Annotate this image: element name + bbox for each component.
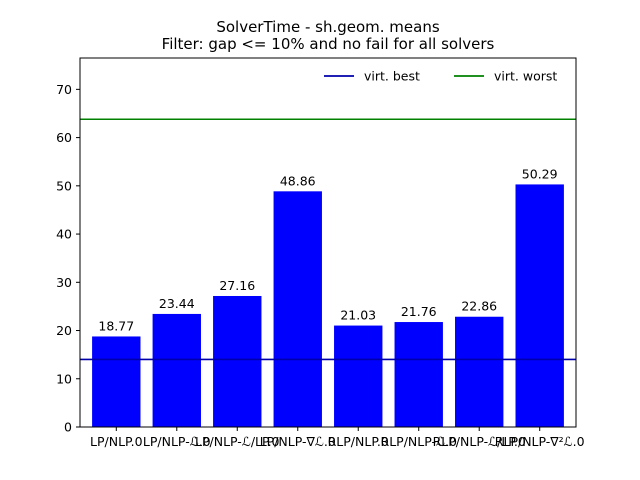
bar-6 [455, 316, 504, 427]
legend-label-1: virt. worst [494, 69, 557, 84]
y-tick-label-0: 0 [64, 420, 72, 435]
x-tick-label-2: LP/NLP-ℒ/LP.0 [195, 434, 280, 449]
bar-5 [394, 322, 443, 427]
y-tick-label-4: 40 [56, 227, 72, 242]
y-tick-label-6: 60 [56, 130, 72, 145]
chart-title: SolverTime - sh.geom. means [216, 18, 440, 36]
x-tick-label-1: LP/NLP-ℒ.0 [143, 434, 211, 449]
data-label-3: 48.86 [280, 173, 316, 188]
data-label-1: 23.44 [159, 296, 195, 311]
x-tick-label-3: LP/NLP-∇ℒ.0 [260, 434, 336, 449]
legend-label-0: virt. best [364, 69, 420, 84]
plot-area: 18.77 23.44 27.16 48.86 21.03 21.76 22.86 50.29… [56, 57, 585, 449]
x-tick-label-4: RLP/NLP.0 [328, 434, 389, 449]
data-label-4: 21.03 [340, 308, 376, 323]
data-label-0: 18.77 [98, 318, 134, 333]
data-label-6: 22.86 [461, 299, 497, 314]
bar-1 [152, 313, 201, 427]
y-tick-label-2: 20 [56, 323, 72, 338]
axes-frame [79, 57, 577, 428]
x-tick-label-0: LP/NLP.0 [90, 434, 143, 449]
x-tick-label-7: RLP/NLP-∇²ℒ.0 [495, 434, 585, 449]
bar-4 [334, 325, 383, 427]
x-tick-label-6: RLP/NLP-ℒ/LP.0 [433, 434, 526, 449]
y-tick-label-1: 10 [56, 371, 72, 386]
data-label-7: 50.29 [522, 166, 558, 181]
bar-3 [273, 191, 322, 427]
bar-7 [515, 184, 564, 427]
x-tick-label-5: RLP/NLP-ℒ.0 [381, 434, 457, 449]
data-label-2: 27.16 [219, 278, 255, 293]
y-tick-label-5: 50 [56, 178, 72, 193]
data-label-5: 21.76 [401, 304, 437, 319]
y-tick-label-7: 70 [56, 82, 72, 97]
bar-0 [92, 336, 141, 427]
bar-2 [213, 295, 262, 427]
y-tick-label-3: 30 [56, 275, 72, 290]
chart-subtitle: Filter: gap <= 10% and no fail for all s… [162, 35, 495, 53]
